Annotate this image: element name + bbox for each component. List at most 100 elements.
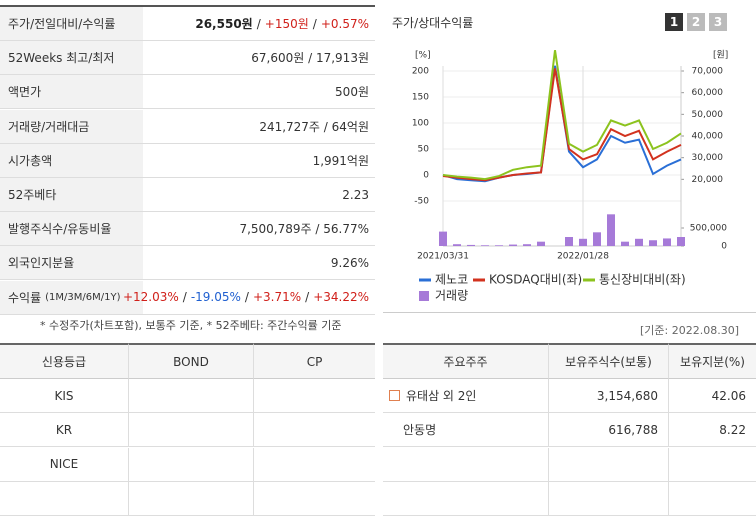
volume-bar — [565, 237, 573, 246]
volume-bar — [467, 244, 475, 246]
base-date: [기준: 2022.08.30] — [640, 324, 740, 337]
table-cell — [128, 379, 253, 413]
legend-label: 거래량 — [435, 289, 468, 303]
cell: 8.22 — [719, 422, 746, 437]
volume-bar — [677, 237, 685, 246]
value: 26,550원 — [195, 17, 253, 31]
cell: 안동명 — [403, 423, 437, 438]
panel-rule — [383, 312, 756, 313]
row-label: 52주베타 — [0, 178, 143, 212]
chart-tab[interactable]: 2 — [687, 13, 705, 31]
cell: 42.06 — [711, 388, 746, 403]
table-cell: KR — [0, 413, 128, 448]
table-header: 보유주식수(보통) — [548, 343, 668, 379]
table-header: 신용등급 — [0, 343, 128, 379]
value: 2.23 — [342, 187, 369, 202]
label: 발행주식수/유동비율 — [8, 222, 112, 237]
value: -19.05% — [190, 290, 241, 305]
y-tick-label: 0 — [423, 171, 429, 181]
row-value: 1,991억원 — [143, 144, 375, 178]
table-cell — [383, 482, 548, 516]
note: * 수정주가(차트포함), 보통주 기준, * 52주베타: 주간수익률 기준 — [40, 319, 342, 332]
label: 주가/전일대비/수익률 — [8, 17, 116, 31]
volume-bar — [607, 214, 615, 246]
y-unit: [%] — [415, 51, 431, 61]
y-tick-label: -50 — [414, 197, 429, 207]
row-label: 액면가 — [0, 75, 143, 110]
cell: KR — [55, 422, 73, 437]
table-header: 보유지분(%) — [668, 343, 756, 379]
chart-tab[interactable]: 1 — [665, 13, 683, 31]
label: 외국인지분율 — [8, 256, 75, 271]
cell: 유태삼 외 2인 — [406, 389, 477, 403]
volume-bar — [579, 238, 587, 246]
cell: NICE — [49, 457, 79, 472]
label: 52Weeks 최고/최저 — [8, 51, 115, 66]
cell: 616,788 — [608, 422, 658, 437]
table-cell: 안동명 — [383, 413, 548, 448]
value: +12.03% — [122, 290, 179, 305]
value: 500원 — [335, 85, 369, 100]
volume-bar — [453, 244, 461, 246]
table-cell — [253, 413, 375, 448]
chart-tab[interactable]: 3 — [709, 13, 727, 31]
table-header: BOND — [128, 343, 253, 379]
y2-tick-label: 20,000 — [692, 175, 724, 185]
table-cell: 616,788 — [548, 413, 668, 448]
row-label: 52Weeks 최고/최저 — [0, 41, 143, 76]
table-cell — [548, 481, 668, 516]
series-line — [442, 50, 682, 181]
row-value: 500원 — [143, 75, 375, 110]
row-label: 수익률 (1M/3M/6M/1Y) — [0, 280, 143, 315]
table-cell — [253, 447, 375, 482]
x-tick-label: 2021/03/31 — [417, 252, 469, 262]
volume-bar — [663, 238, 671, 246]
table-cell: 3,154,680 — [548, 379, 668, 413]
separator: / — [182, 290, 187, 305]
y-tick-label: 100 — [412, 119, 429, 129]
y2-tick-label: 30,000 — [692, 153, 724, 163]
y-tick-label: 200 — [412, 67, 429, 77]
table-cell — [128, 447, 253, 482]
table-cell — [668, 481, 756, 516]
row-value: +12.03% / -19.05% / +3.71% / +34.22% — [123, 281, 375, 315]
separator: / — [312, 16, 317, 31]
row-value: 9.26% — [143, 246, 375, 281]
legend-label: 통신장비대비(좌) — [599, 273, 686, 287]
y2-tick-label: 40,000 — [692, 132, 724, 142]
table-cell — [383, 448, 548, 482]
volume-bar — [649, 240, 657, 246]
cell: 3,154,680 — [596, 388, 658, 403]
row-label: 외국인지분율 — [0, 246, 143, 281]
value: 7,500,789주 / 56.77% — [239, 222, 369, 237]
table-cell: 8.22 — [668, 413, 756, 448]
y3-tick-label: 500,000 — [690, 224, 727, 234]
table-header: CP — [253, 343, 375, 379]
volume-bar — [621, 241, 629, 246]
y2-unit: [원] — [713, 50, 728, 61]
value: +150원 — [264, 17, 309, 31]
row-label: 주가/전일대비/수익률 — [0, 7, 143, 41]
value: 67,600원 / 17,913원 — [251, 51, 369, 66]
label: 액면가 — [8, 85, 42, 100]
table-cell: KIS — [0, 379, 128, 413]
legend-label: KOSDAQ대비(좌) — [489, 273, 582, 287]
volume-bar — [593, 232, 601, 246]
value: +3.71% — [252, 290, 302, 305]
label: 52주베타 — [8, 188, 57, 202]
expand-icon[interactable] — [389, 390, 400, 401]
volume-bar — [523, 244, 531, 246]
table-cell — [253, 379, 375, 413]
value: +0.57% — [320, 16, 369, 31]
legend-label: 제노코 — [435, 273, 468, 287]
table-header: 주요주주 — [383, 343, 548, 379]
table-cell — [0, 482, 128, 516]
chart-title: 주가/상대수익률 — [392, 16, 474, 30]
value: 241,727주 / 64억원 — [259, 119, 369, 134]
top-border — [0, 5, 375, 7]
table-cell: NICE — [0, 448, 128, 482]
volume-bar — [509, 244, 517, 246]
x-tick-label: 2022/01/28 — [557, 252, 609, 262]
legend-swatch — [419, 291, 429, 301]
